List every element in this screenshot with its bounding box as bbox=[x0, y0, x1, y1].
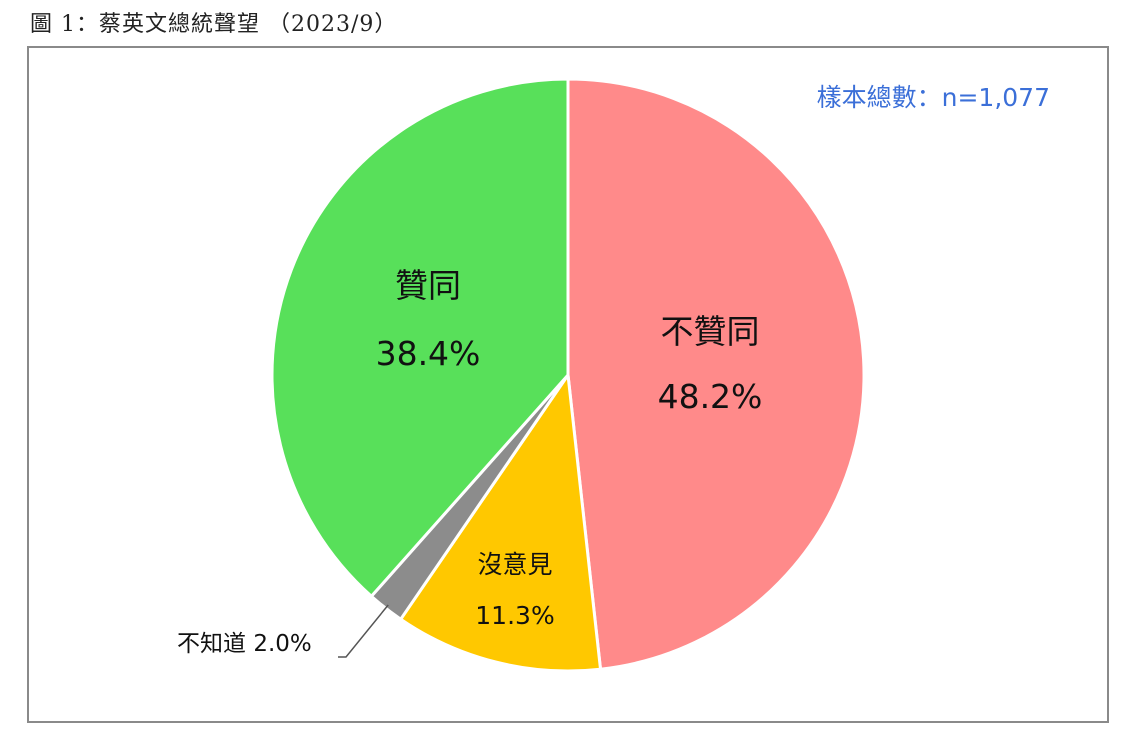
slice-value-no-opinion: 11.3% bbox=[475, 601, 554, 630]
slice-label-disapprove: 不贊同 bbox=[661, 312, 760, 351]
slice-no-opinion bbox=[398, 370, 603, 673]
slice-label-approve: 贊同 bbox=[395, 266, 461, 305]
sample-size-note: 樣本總數：n=1,077 bbox=[817, 83, 1050, 112]
slice-disapprove bbox=[566, 77, 866, 671]
figure-caption: 圖 1：蔡英文總統聲望 （2023/9） bbox=[30, 12, 398, 37]
dont-know-leader-line bbox=[338, 604, 389, 658]
slice-label-dont-know: 不知道 2.0% bbox=[177, 631, 312, 657]
slice-label-no-opinion: 沒意見 bbox=[477, 550, 552, 579]
slice-value-disapprove: 48.2% bbox=[658, 377, 763, 416]
slice-approve bbox=[270, 77, 570, 599]
slice-value-approve: 38.4% bbox=[376, 334, 481, 373]
pie-slices bbox=[270, 77, 866, 673]
